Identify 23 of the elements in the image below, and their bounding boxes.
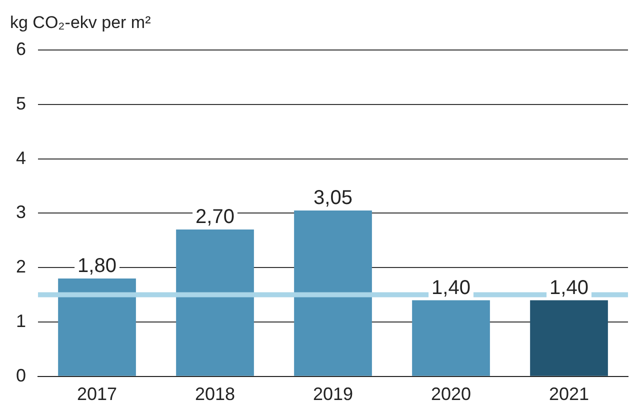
bar bbox=[294, 210, 372, 376]
bar bbox=[58, 278, 136, 376]
x-tick-label: 2018 bbox=[194, 384, 236, 404]
data-label: 1,40 bbox=[432, 276, 470, 299]
x-tick-label: 2021 bbox=[548, 384, 590, 404]
y-tick-label: 1 bbox=[16, 310, 26, 331]
y-axis-title: kg CO₂-ekv per m² bbox=[10, 13, 152, 32]
x-tick-label: 2020 bbox=[430, 384, 472, 404]
y-tick-label: 4 bbox=[16, 148, 26, 168]
y-tick-label: 0 bbox=[16, 365, 26, 386]
bar bbox=[530, 300, 608, 376]
y-tick-label: 5 bbox=[16, 93, 26, 114]
x-tick-label: 2017 bbox=[76, 384, 118, 404]
data-label: 2,70 bbox=[196, 206, 234, 228]
bar bbox=[412, 300, 490, 376]
bar bbox=[176, 230, 254, 376]
y-tick-label: 3 bbox=[16, 202, 26, 222]
y-tick-label: 6 bbox=[16, 38, 26, 59]
x-tick-label: 2019 bbox=[312, 384, 354, 404]
data-label: 1,40 bbox=[550, 276, 588, 299]
data-label: 3,05 bbox=[314, 186, 352, 209]
y-tick-label: 2 bbox=[16, 256, 26, 277]
data-label: 1,80 bbox=[78, 254, 116, 277]
